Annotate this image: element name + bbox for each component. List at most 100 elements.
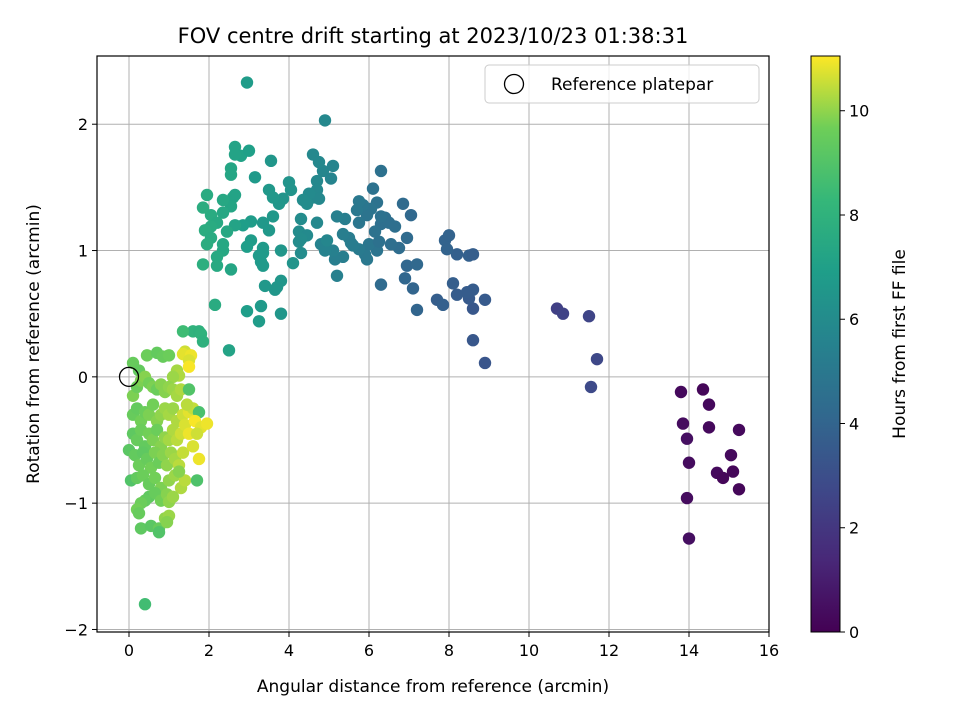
data-point [590,352,604,366]
colorbar-tick-label: 10 [849,102,869,121]
data-point [196,201,210,214]
y-axis-ticks: −2 −1 0 1 2 [64,115,97,639]
data-point [216,238,230,251]
plot-frame [96,55,770,633]
data-point [196,258,210,271]
data-point [224,162,238,175]
data-point [182,383,196,396]
data-point [252,315,266,328]
data-point [252,249,266,262]
x-tick-label: 4 [284,641,294,660]
data-point [674,385,688,399]
data-point [330,269,344,282]
legend-entry-reference: Reference platepar [551,75,713,95]
x-axis-label: Angular distance from reference (arcmin) [257,677,609,697]
reference-marker [118,366,140,387]
data-point [680,432,694,445]
data-point [196,335,210,348]
data-point [436,298,450,312]
colorbar-tick-label: 2 [849,519,859,538]
data-point [312,155,326,169]
data-point [346,239,360,252]
data-point [266,210,280,223]
chart-title: FOV centre drift starting at 2023/10/23 … [178,24,689,48]
data-point [210,259,224,272]
data-point [360,253,374,266]
y-tick-label: 2 [78,115,88,134]
data-point [478,293,492,306]
x-tick-label: 16 [759,641,779,660]
data-point [200,417,214,430]
data-point [166,490,180,504]
data-point [216,193,230,207]
data-point [460,286,474,299]
data-point [136,469,150,482]
data-point [362,238,376,251]
data-point [140,349,154,362]
data-point [352,195,366,208]
data-point [732,483,746,496]
x-tick-label: 12 [599,641,619,660]
data-point [410,303,424,317]
data-point [446,277,460,290]
data-point [374,164,388,178]
data-point [134,522,148,535]
data-point [336,227,350,241]
data-point [360,208,374,222]
data-point [240,304,254,318]
y-tick-label: −1 [64,494,88,513]
colorbar-label: Hours from first FF file [890,249,910,439]
colorbar-tick-label: 4 [849,414,859,433]
data-point [352,216,366,229]
data-point [256,259,270,272]
colorbar-tick-label: 0 [849,623,859,642]
data-point [220,225,234,238]
y-tick-label: −2 [64,620,88,639]
x-tick-label: 8 [444,641,454,660]
data-point [398,272,412,285]
data-point [228,188,242,202]
data-point [320,234,334,247]
data-point [264,154,278,168]
data-point [466,334,480,347]
colorbar: 0 2 4 6 8 10 Hours from first FF file [810,55,910,642]
colorbar-tick-label: 6 [849,310,859,329]
data-point [312,192,326,205]
data-point [254,299,268,313]
data-point [176,325,190,338]
data-point [222,344,236,357]
data-point [410,258,424,271]
data-point [228,148,242,161]
data-point [732,423,746,437]
data-point [208,298,222,312]
data-point [148,471,162,485]
data-point [696,383,710,396]
data-point [132,507,146,520]
data-point [210,250,224,264]
data-point [178,474,192,487]
data-point [404,208,418,222]
data-point [138,598,152,611]
data-point [294,246,308,260]
data-point [242,144,256,157]
data-point [400,231,414,245]
y-tick-label: 0 [78,368,88,387]
data-point [682,456,696,469]
data-point [166,402,180,415]
data-point [466,248,480,261]
data-point [248,171,262,184]
data-point [466,302,480,315]
data-point [310,174,324,188]
data-point [268,283,282,296]
data-point [406,282,420,295]
data-point [310,216,324,229]
data-point [182,360,196,373]
data-point [284,183,298,197]
data-point [440,243,454,256]
data-point [478,356,492,370]
data-point [150,423,164,437]
colorbar-gradient [810,55,841,633]
data-point [262,224,276,237]
data-point [366,182,380,195]
